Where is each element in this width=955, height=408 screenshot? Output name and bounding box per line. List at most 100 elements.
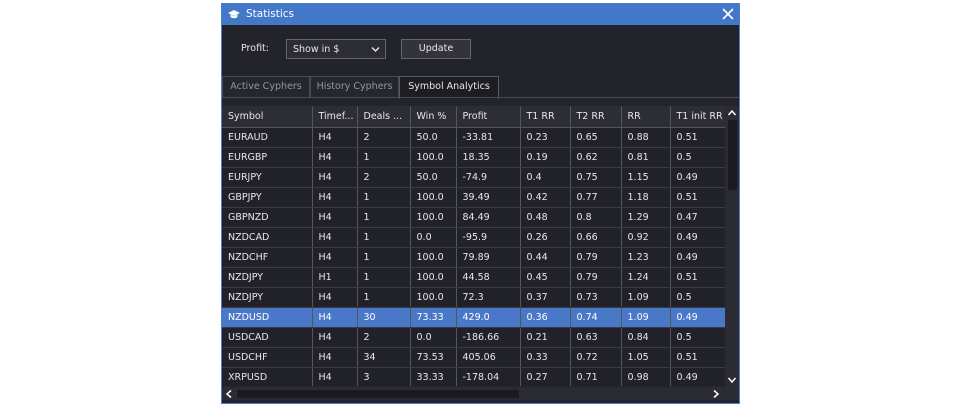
column-header[interactable]: Timef... bbox=[312, 106, 358, 128]
table-cell: 1.18 bbox=[621, 187, 671, 208]
column-header[interactable]: T1 init RR bbox=[670, 106, 725, 128]
table-cell: 0.51 bbox=[670, 187, 725, 208]
table-cell: NZDCHF bbox=[222, 247, 313, 268]
table-cell: 0.49 bbox=[670, 167, 725, 188]
table-cell: 0.0 bbox=[410, 227, 457, 248]
table-cell: 0.5 bbox=[670, 287, 725, 308]
table-cell: 73.33 bbox=[410, 307, 457, 328]
table-row[interactable]: USDCAD H4 2 0.0 -186.66 0.21 0.63 0.84 0.5 bbox=[222, 327, 725, 348]
table-cell: EURAUD bbox=[222, 127, 313, 148]
table-cell: 0.4 bbox=[520, 167, 571, 188]
tab-bar: Active Cyphers History Cyphers Symbol An… bbox=[222, 76, 739, 99]
table-row[interactable]: XRPUSD H4 3 33.33 -178.04 0.27 0.71 0.98 0.49 bbox=[222, 367, 725, 386]
table-cell: NZDJPY bbox=[222, 267, 313, 288]
table-row[interactable]: GBPJPY H4 1 100.0 39.49 0.42 0.77 1.18 0.51 bbox=[222, 187, 725, 208]
table-cell: 50.0 bbox=[410, 167, 457, 188]
table-cell: 429.0 bbox=[456, 307, 521, 328]
profit-label: Profit: bbox=[241, 43, 269, 54]
table-cell: EURJPY bbox=[222, 167, 313, 188]
table-cell: 0.44 bbox=[520, 247, 571, 268]
update-button[interactable]: Update bbox=[401, 39, 471, 59]
symbol-analytics-table: Symbol Timef... Deals ... Win % Profit T1 RR T… bbox=[222, 106, 725, 386]
table-cell: 72.3 bbox=[456, 287, 521, 308]
table-cell: 1.15 bbox=[621, 167, 671, 188]
table-row[interactable]: NZDCHF H4 1 100.0 79.89 0.44 0.79 1.23 0.49 bbox=[222, 247, 725, 268]
table-cell: H4 bbox=[312, 167, 358, 188]
table-row[interactable]: USDCHF H4 34 73.53 405.06 0.33 0.72 1.05 0.51 bbox=[222, 347, 725, 368]
table-cell: 1 bbox=[357, 187, 411, 208]
table-cell: 1.05 bbox=[621, 347, 671, 368]
title-bar[interactable]: Statistics bbox=[222, 4, 739, 25]
tab-history-cyphers[interactable]: History Cyphers bbox=[310, 76, 399, 97]
table-cell: H4 bbox=[312, 207, 358, 228]
profit-display-select[interactable]: Show in $ bbox=[286, 39, 386, 59]
table-cell: XRPUSD bbox=[222, 367, 313, 386]
column-header[interactable]: T1 RR bbox=[520, 106, 571, 128]
table-cell: 100.0 bbox=[410, 287, 457, 308]
table-cell: H4 bbox=[312, 247, 358, 268]
table-cell: 0.81 bbox=[621, 147, 671, 168]
table-cell: 0.8 bbox=[570, 207, 622, 228]
table-cell: 100.0 bbox=[410, 207, 457, 228]
table-cell: -95.9 bbox=[456, 227, 521, 248]
statistics-window: Statistics Profit: Show in $ Update Acti… bbox=[221, 3, 740, 404]
table-cell: 2 bbox=[357, 327, 411, 348]
table-cell: 100.0 bbox=[410, 267, 457, 288]
column-header[interactable]: T2 RR bbox=[570, 106, 622, 128]
column-header[interactable]: Symbol bbox=[222, 106, 313, 128]
table-cell: 0.72 bbox=[570, 347, 622, 368]
table-cell: 0.48 bbox=[520, 207, 571, 228]
scroll-up-icon[interactable] bbox=[727, 108, 737, 118]
table-cell: EURGBP bbox=[222, 147, 313, 168]
scroll-left-icon[interactable] bbox=[224, 389, 234, 399]
horizontal-scroll-thumb[interactable] bbox=[237, 390, 519, 398]
horizontal-scrollbar[interactable] bbox=[222, 387, 725, 400]
vertical-scroll-thumb[interactable] bbox=[728, 120, 737, 190]
table-cell: 0.49 bbox=[670, 307, 725, 328]
table-row[interactable]: EURAUD H4 2 50.0 -33.81 0.23 0.65 0.88 0.51 bbox=[222, 127, 725, 148]
table-row[interactable]: EURGBP H4 1 100.0 18.35 0.19 0.62 0.81 0.5 bbox=[222, 147, 725, 168]
table-cell: H4 bbox=[312, 287, 358, 308]
table-cell: USDCAD bbox=[222, 327, 313, 348]
column-header[interactable]: Profit bbox=[456, 106, 521, 128]
tab-active-cyphers[interactable]: Active Cyphers bbox=[222, 76, 310, 97]
table-cell: H4 bbox=[312, 127, 358, 148]
tab-symbol-analytics[interactable]: Symbol Analytics bbox=[399, 76, 499, 99]
table-cell: GBPJPY bbox=[222, 187, 313, 208]
table-cell: 0.47 bbox=[670, 207, 725, 228]
table-cell: 3 bbox=[357, 367, 411, 386]
table-row[interactable]: EURJPY H4 2 50.0 -74.9 0.4 0.75 1.15 0.49 bbox=[222, 167, 725, 188]
table-cell: 0.19 bbox=[520, 147, 571, 168]
table-cell: 405.06 bbox=[456, 347, 521, 368]
table-cell: GBPNZD bbox=[222, 207, 313, 228]
column-header[interactable]: RR bbox=[621, 106, 671, 128]
table-row[interactable]: NZDCAD H4 1 0.0 -95.9 0.26 0.66 0.92 0.49 bbox=[222, 227, 725, 248]
table-cell: 0.51 bbox=[670, 347, 725, 368]
close-icon[interactable] bbox=[721, 7, 735, 21]
table-cell: H4 bbox=[312, 227, 358, 248]
vertical-scrollbar[interactable] bbox=[725, 106, 739, 387]
table-cell: 0.77 bbox=[570, 187, 622, 208]
table-cell: 0.73 bbox=[570, 287, 622, 308]
table-cell: NZDUSD bbox=[222, 307, 313, 328]
table-cell: 1 bbox=[357, 147, 411, 168]
table-row[interactable]: NZDJPY H4 1 100.0 72.3 0.37 0.73 1.09 0.5 bbox=[222, 287, 725, 308]
table-cell: 0.42 bbox=[520, 187, 571, 208]
table-cell: 0.79 bbox=[570, 247, 622, 268]
column-header[interactable]: Win % bbox=[410, 106, 457, 128]
scroll-right-icon[interactable] bbox=[711, 389, 721, 399]
table-cell: 1.09 bbox=[621, 307, 671, 328]
column-header[interactable]: Deals ... bbox=[357, 106, 411, 128]
table-cell: 0.5 bbox=[670, 147, 725, 168]
table-cell: 0.88 bbox=[621, 127, 671, 148]
table-row[interactable]: NZDJPY H1 1 100.0 44.58 0.45 0.79 1.24 0.51 bbox=[222, 267, 725, 288]
table-cell: H4 bbox=[312, 327, 358, 348]
scroll-down-icon[interactable] bbox=[727, 375, 737, 385]
table-cell: 0.23 bbox=[520, 127, 571, 148]
table-cell: 34 bbox=[357, 347, 411, 368]
table-cell: 0.63 bbox=[570, 327, 622, 348]
table-cell: 0.49 bbox=[670, 227, 725, 248]
table-row-selected[interactable]: NZDUSD H4 30 73.33 429.0 0.36 0.74 1.09 0.49 bbox=[222, 307, 725, 328]
table-row[interactable]: GBPNZD H4 1 100.0 84.49 0.48 0.8 1.29 0.47 bbox=[222, 207, 725, 228]
table-cell: 0.62 bbox=[570, 147, 622, 168]
